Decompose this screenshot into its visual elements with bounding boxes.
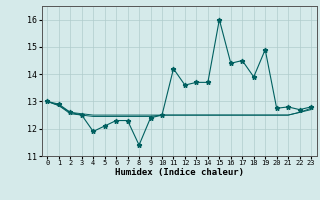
X-axis label: Humidex (Indice chaleur): Humidex (Indice chaleur) [115, 168, 244, 177]
